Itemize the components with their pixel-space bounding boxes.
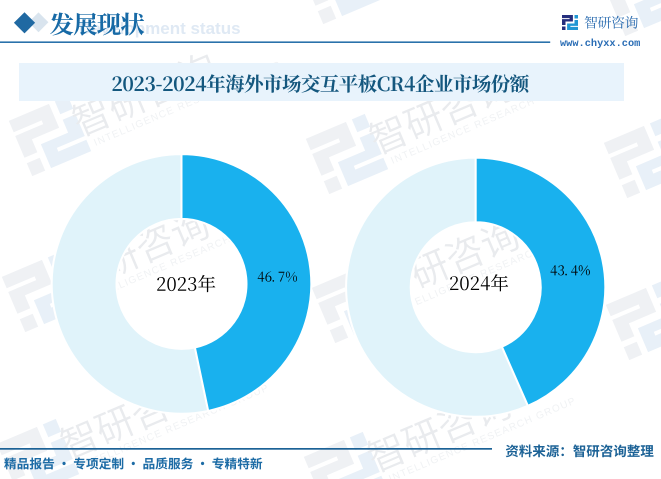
svg-text:www.chyxx.com: www.chyxx.com bbox=[560, 38, 640, 50]
